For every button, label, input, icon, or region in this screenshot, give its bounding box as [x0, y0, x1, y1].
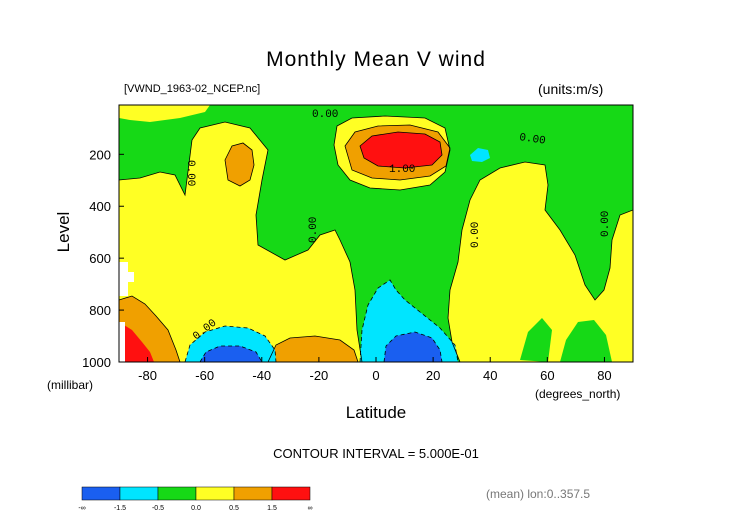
y-axis-ticks [119, 153, 124, 363]
yellow-region-top-left-strip [119, 105, 210, 122]
x-tick-label: 20 [426, 368, 440, 383]
contour-line-tropical-negative [359, 279, 459, 362]
contour-line-upper-middle [344, 124, 451, 181]
colorbar-label: 0.0 [191, 505, 201, 512]
y-tick-label: 200 [89, 147, 111, 162]
yellow-region-right [448, 162, 633, 362]
x-axis-tick-labels: -80 -60 -40 -20 0 20 40 60 80 [138, 368, 612, 383]
y-tick-label: 800 [89, 303, 111, 318]
yellow-region-southwest [119, 122, 362, 362]
colorbar-label: -1.5 [114, 505, 126, 512]
contour-line-zero-right [447, 161, 633, 362]
contour-label-7: 0.00 [600, 211, 612, 237]
red-region-top-middle [360, 132, 442, 168]
contour-line-subtropical [267, 335, 359, 362]
y-tick-label: 400 [89, 199, 111, 214]
filled-contours: 0.00 0.00 0.00 1.00 0.00 0.00 0.00 0.00 [119, 105, 633, 362]
contour-value-labels: 0.00 0.00 0.00 1.00 0.00 0.00 0.00 0.00 [184, 109, 612, 343]
contour-line-south-pole [119, 295, 181, 362]
mean-label: (mean) lon:0..357.5 [486, 487, 591, 501]
y-axis-units: (millibar) [47, 378, 93, 392]
colorbar-label: -0.5 [152, 505, 164, 512]
contour-line-southern-negative [184, 325, 277, 362]
contour-line-upper-max [359, 131, 443, 169]
x-tick-label: -20 [309, 368, 328, 383]
chart-title: Monthly Mean V wind [266, 48, 486, 71]
green-hole-right-low [560, 320, 612, 362]
colorbar-swatch [119, 486, 159, 501]
x-axis-ticks [147, 357, 605, 362]
x-tick-label: 40 [483, 368, 497, 383]
missing-data-region [119, 262, 134, 296]
x-tick-label: 60 [540, 368, 554, 383]
x-axis-units: (degrees_north) [535, 387, 621, 401]
x-tick-label: -40 [252, 368, 271, 383]
green-hole-right-mid [520, 318, 552, 362]
x-tick-label: -80 [138, 368, 157, 383]
contour-label-1: 0.00 [312, 109, 338, 121]
contour-label-6: 0.00 [470, 222, 482, 248]
x-tick-label: -60 [195, 368, 214, 383]
contour-label-3: 0.00 [184, 160, 196, 186]
contour-line-southern-min [199, 345, 263, 362]
x-axis-title: Latitude [345, 403, 407, 422]
colorbar-swatch [271, 486, 311, 501]
contour-line-upper-left-orange [224, 142, 255, 187]
y-axis-tick-labels: 200 400 600 800 1000 [82, 147, 111, 370]
orange-region-subtropical [268, 336, 358, 362]
contour-line-zero-left [119, 121, 363, 362]
cyan-spot-upper [470, 148, 490, 162]
colorbar-swatch [195, 486, 235, 501]
x-tick-label: 0 [372, 368, 379, 383]
y-tick-label: 600 [89, 251, 111, 266]
x-tick-label: 80 [597, 368, 611, 383]
colorbar-swatch [157, 486, 197, 501]
colorbar-label: 1.5 [267, 505, 277, 512]
file-label: [VWND_1963-02_NCEP.nc] [124, 83, 261, 95]
colorbar-swatch [81, 486, 121, 501]
y-tick-label: 1000 [82, 355, 111, 370]
contour-lines [119, 115, 633, 362]
colorbar-label: 0.5 [229, 505, 239, 512]
contour-interval-label: CONTOUR INTERVAL = 5.000E-01 [273, 446, 479, 461]
colorbar-label: ∞ [308, 505, 313, 512]
contour-line-tropical-min [383, 331, 443, 362]
blue-region-tropical [384, 332, 442, 362]
units-label: (units:m/s) [538, 81, 604, 97]
orange-region-upper-left [225, 143, 254, 186]
colorbar-swatch [233, 486, 273, 501]
blue-region-southern [200, 346, 262, 362]
contour-label-4: 1.00 [389, 164, 415, 176]
contour-label-5: 0.00 [308, 217, 320, 243]
colorbar-label: -∞ [78, 505, 85, 512]
colorbar: -∞ -1.5 -0.5 0.0 0.5 1.5 ∞ [78, 486, 313, 512]
contour-label-2: 0.00 [518, 132, 546, 148]
red-region-south-pole [119, 322, 154, 362]
contour-line-zero-top [333, 115, 451, 191]
missing-data-strip [119, 322, 125, 362]
